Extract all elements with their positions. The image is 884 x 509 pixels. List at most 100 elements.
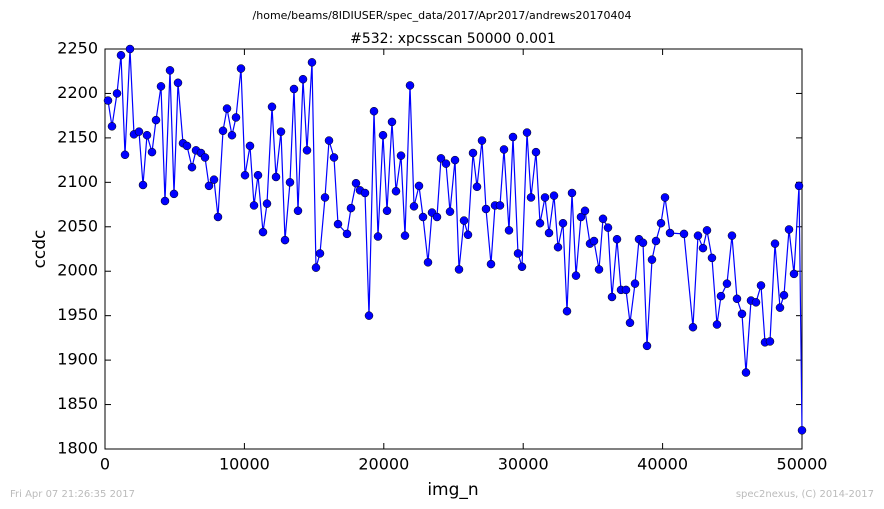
data-point (517, 262, 527, 272)
data-point (612, 234, 622, 244)
x-tick-label: 20000 (358, 455, 409, 474)
data-point (187, 162, 197, 172)
data-point (693, 231, 703, 240)
data-point (441, 159, 451, 168)
data-point (522, 128, 532, 137)
y-tick-label: 1850 (57, 394, 98, 413)
data-point (276, 127, 286, 136)
data-point (302, 146, 312, 155)
data-point (794, 181, 804, 191)
data-point (665, 228, 675, 238)
chart-title: #532: xpcsscan 50000 0.001 (350, 31, 556, 47)
data-point (716, 291, 726, 301)
data-point (333, 219, 343, 229)
data-point (499, 145, 509, 154)
data-point (660, 193, 670, 202)
data-point (688, 322, 698, 332)
data-point (204, 181, 214, 191)
x-tick-label: 10000 (219, 455, 270, 474)
data-point (120, 150, 130, 160)
data-point (468, 148, 478, 158)
data-point (213, 212, 223, 222)
data-point (571, 271, 581, 280)
data-point (107, 122, 117, 131)
data-point (625, 318, 635, 328)
data-point (396, 151, 406, 160)
data-point (418, 212, 428, 222)
data-point (630, 279, 640, 288)
data-point (526, 193, 536, 202)
data-point (642, 341, 652, 351)
data-point (535, 218, 545, 228)
data-point (165, 66, 175, 75)
y-tick-label: 1900 (57, 350, 98, 369)
data-point (463, 230, 473, 240)
data-point (160, 196, 170, 206)
data-point (481, 204, 491, 214)
x-tick-label: 0 (100, 455, 110, 474)
data-point (562, 306, 572, 316)
data-point (258, 227, 268, 237)
y-tick-label: 2200 (57, 83, 98, 102)
data-point (320, 193, 330, 202)
data-point (454, 265, 464, 274)
data-point (409, 202, 419, 211)
data-point (567, 188, 577, 198)
data-point (182, 141, 192, 151)
data-point (173, 78, 183, 88)
data-point (253, 170, 263, 180)
data-point (311, 263, 321, 272)
data-point (271, 172, 281, 182)
data-point (495, 201, 505, 210)
data-point (504, 226, 514, 235)
data-point (576, 212, 586, 222)
data-point (756, 281, 766, 290)
data-point (737, 309, 747, 319)
data-point (360, 188, 370, 198)
footer-credit: spec2nexus, (C) 2014-2017 (736, 489, 874, 500)
data-point (280, 235, 290, 245)
data-point (432, 212, 442, 222)
plot-frame (104, 48, 803, 450)
data-point (598, 214, 608, 224)
data-point (751, 298, 761, 307)
data-point (797, 426, 807, 435)
data-point (346, 203, 356, 213)
data-point (603, 223, 613, 232)
data-point (400, 231, 410, 240)
data-point (324, 136, 334, 145)
y-tick-label: 2150 (57, 127, 98, 146)
data-point (285, 178, 295, 187)
data-point (445, 207, 455, 216)
data-point (227, 130, 237, 140)
data-point (450, 155, 460, 165)
data-point (647, 255, 657, 264)
data-point (138, 180, 148, 190)
data-point (329, 153, 339, 162)
data-point (558, 218, 568, 228)
y-tick-label: 1950 (57, 305, 98, 324)
x-tick-label: 50000 (777, 455, 828, 474)
data-point (638, 238, 648, 248)
data-point (423, 258, 433, 267)
data-point (621, 285, 631, 295)
data-point (531, 147, 541, 157)
data-point (508, 132, 518, 142)
data-point (732, 294, 742, 304)
data-point (775, 303, 785, 312)
data-point (103, 96, 113, 105)
data-point (200, 153, 210, 162)
data-point (369, 106, 379, 116)
data-point (240, 170, 250, 180)
data-point (544, 228, 554, 238)
data-point (231, 113, 241, 122)
data-point (112, 89, 122, 98)
data-point (513, 249, 523, 258)
y-axis-label: ccdc (30, 230, 50, 269)
data-point (727, 231, 737, 240)
data-point (169, 189, 179, 199)
data-point (156, 82, 166, 91)
x-tick-label: 40000 (637, 455, 688, 474)
data-point (549, 191, 559, 200)
data-point (151, 115, 161, 125)
